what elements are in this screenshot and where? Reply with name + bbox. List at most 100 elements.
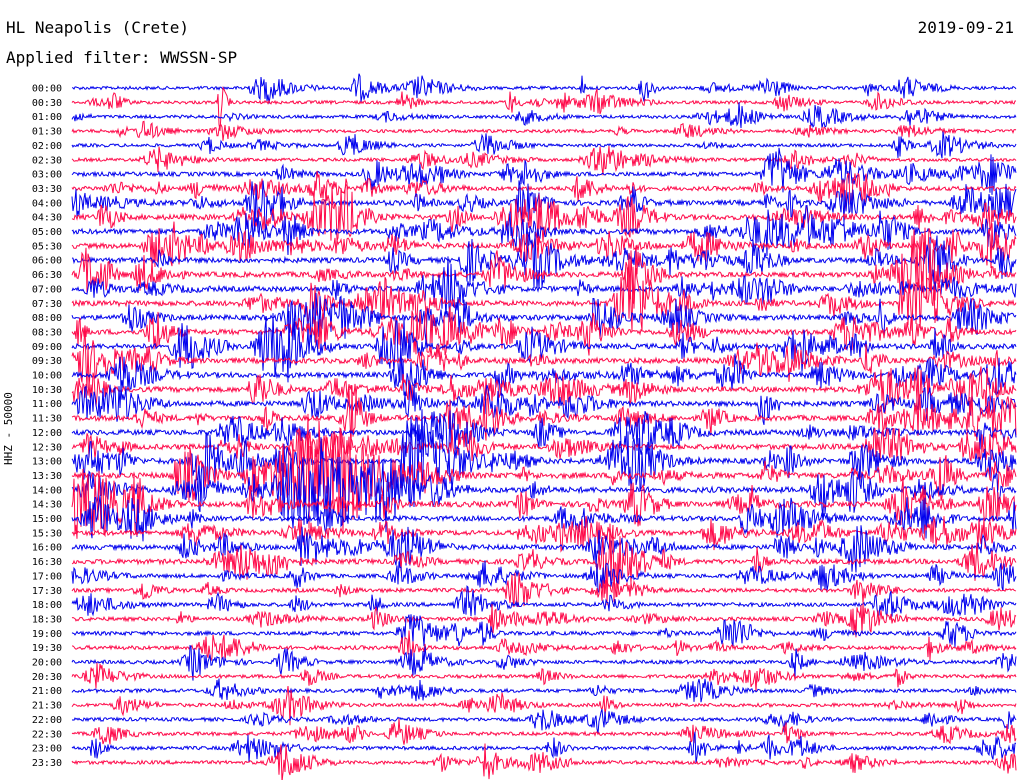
time-label: 23:30 (32, 758, 62, 769)
time-label: 15:30 (32, 528, 62, 539)
time-label: 14:00 (32, 485, 62, 496)
trace-row (71, 614, 1017, 647)
trace-row (71, 560, 1017, 595)
trace-row (71, 385, 1017, 451)
trace-row (71, 525, 1017, 573)
trace-row (71, 310, 1017, 383)
trace-row (71, 256, 1017, 318)
time-label: 12:30 (32, 442, 62, 453)
time-label: 08:00 (32, 313, 62, 324)
time-label: 06:00 (32, 256, 62, 267)
trace-row (71, 409, 1017, 457)
time-label: 04:30 (32, 213, 62, 224)
trace-row (71, 221, 1017, 269)
time-label: 02:30 (32, 155, 62, 166)
trace-row (71, 644, 1017, 681)
time-label: 18:30 (32, 614, 62, 625)
trace-row (71, 731, 1016, 764)
trace-row (71, 662, 1017, 692)
trace-row (71, 603, 1017, 638)
time-label: 16:30 (32, 557, 62, 568)
time-label: 07:30 (32, 299, 62, 310)
trace-row (71, 205, 1017, 256)
trace-row (71, 146, 1017, 176)
time-label: 03:00 (32, 170, 62, 181)
time-label: 12:00 (32, 428, 62, 439)
time-label: 04:00 (32, 198, 62, 209)
trace-row (71, 743, 1017, 780)
time-label: 10:30 (32, 385, 62, 396)
trace-row (71, 427, 1017, 467)
time-label: 16:00 (32, 543, 62, 554)
trace-row (71, 229, 1017, 307)
trace-row (71, 468, 1017, 539)
trace-row (71, 416, 1017, 508)
time-label: 06:30 (32, 270, 62, 281)
time-label: 17:00 (32, 571, 62, 582)
time-label: 09:00 (32, 342, 62, 353)
trace-row (71, 306, 1017, 356)
time-label: 19:00 (32, 629, 62, 640)
station-title: HL Neapolis (Crete) (6, 18, 190, 37)
date-label: 2019-09-21 (917, 18, 1014, 37)
time-label: 03:30 (32, 184, 62, 195)
trace-row (71, 102, 1017, 129)
time-label: 20:30 (32, 672, 62, 683)
trace-row (71, 523, 1017, 606)
time-label: 11:00 (32, 399, 62, 410)
trace-row (71, 292, 1017, 343)
trace-row (71, 413, 1017, 535)
trace-row (71, 678, 1017, 703)
trace-row (71, 178, 1017, 245)
time-label: 18:00 (32, 600, 62, 611)
trace-row (71, 325, 1017, 389)
trace-row (72, 630, 1017, 662)
trace-row (71, 86, 1016, 131)
trace-row (71, 73, 1017, 104)
trace-row (71, 120, 1017, 141)
time-label: 01:30 (32, 127, 62, 138)
time-label: 02:00 (32, 141, 62, 152)
time-label: 20:00 (32, 658, 62, 669)
trace-row (71, 515, 1017, 553)
time-label: 21:30 (32, 701, 62, 712)
time-label: 13:00 (32, 457, 62, 468)
time-labels: 00:00 00:30 01:00 01:30 02:00 02:30 03:00 03:30… (32, 84, 62, 769)
time-label: 00:30 (32, 98, 62, 109)
time-label: 22:30 (32, 729, 62, 740)
trace-row (71, 231, 1017, 289)
time-label: 23:00 (32, 744, 62, 755)
trace-row (71, 348, 1017, 397)
trace-row (71, 131, 1017, 159)
time-label: 17:30 (32, 586, 62, 597)
trace-row (71, 437, 1017, 533)
trace-row (71, 708, 1017, 734)
trace-row (71, 170, 1017, 211)
trace-row (71, 572, 1017, 608)
time-label: 22:00 (32, 715, 62, 726)
time-label: 01:00 (32, 112, 62, 123)
trace-row (71, 495, 1017, 542)
time-label: 13:30 (32, 471, 62, 482)
trace-row (71, 266, 1017, 332)
time-label: 08:30 (32, 327, 62, 338)
time-label: 14:30 (32, 500, 62, 511)
time-label: 15:00 (32, 514, 62, 525)
time-label: 09:30 (32, 356, 62, 367)
time-label: 21:00 (32, 686, 62, 697)
trace-row (71, 718, 1017, 745)
trace-row (71, 366, 1017, 415)
time-label: 10:00 (32, 371, 62, 382)
trace-row (71, 685, 1017, 726)
trace-row (71, 147, 1017, 195)
time-label: 19:30 (32, 643, 62, 654)
time-label: 05:30 (32, 241, 62, 252)
filter-label: Applied filter: WWSSN-SP (6, 48, 238, 67)
time-label: 00:00 (32, 84, 62, 95)
time-label: 11:30 (32, 414, 62, 425)
trace-row (71, 382, 1017, 426)
trace-row (71, 585, 1017, 618)
trace-lines (71, 73, 1017, 780)
trace-row (71, 180, 1017, 233)
